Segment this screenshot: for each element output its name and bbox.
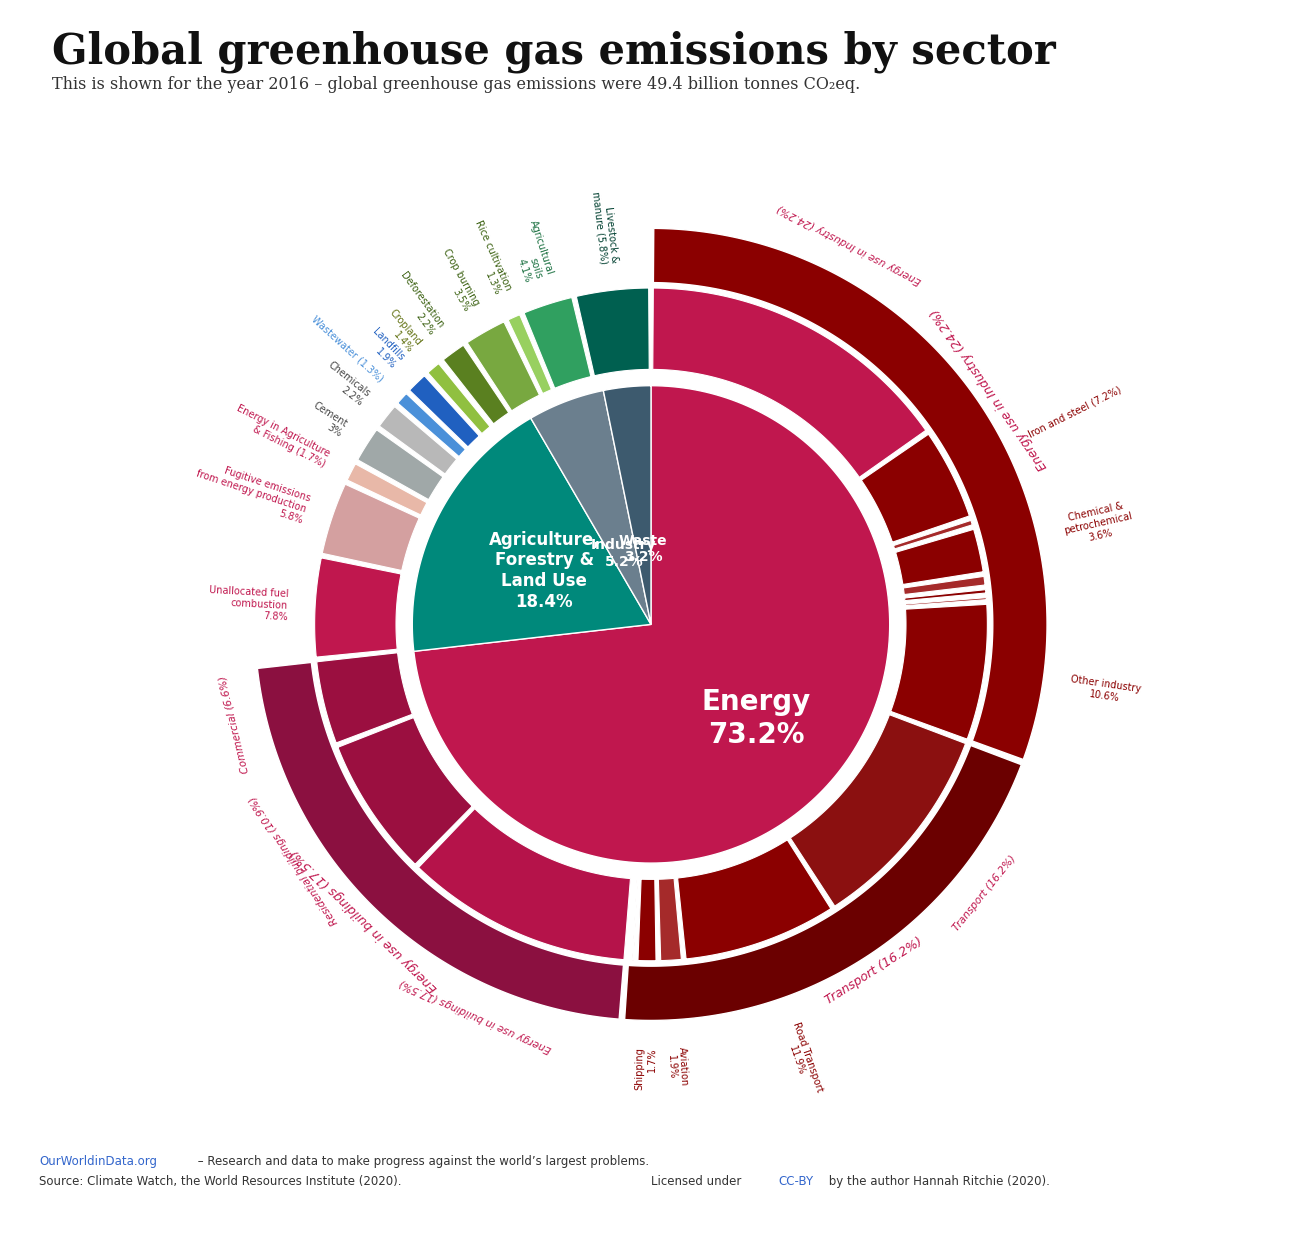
- Polygon shape: [893, 520, 973, 549]
- Polygon shape: [315, 557, 401, 657]
- Polygon shape: [258, 662, 624, 1020]
- Text: Transport (16.2%): Transport (16.2%): [823, 936, 924, 1007]
- Polygon shape: [638, 879, 656, 961]
- Text: Licensed under: Licensed under: [651, 1175, 745, 1189]
- Polygon shape: [654, 228, 1047, 760]
- Polygon shape: [397, 393, 466, 456]
- Text: Energy in Agriculture
& Fishing (1.7%): Energy in Agriculture & Fishing (1.7%): [230, 403, 332, 470]
- Polygon shape: [428, 364, 490, 434]
- Polygon shape: [413, 418, 651, 651]
- Text: Fugitive emissions
from energy production
5.8%: Fugitive emissions from energy productio…: [191, 457, 311, 525]
- Text: Global greenhouse gas emissions by sector: Global greenhouse gas emissions by secto…: [52, 31, 1056, 73]
- Polygon shape: [905, 589, 986, 600]
- Polygon shape: [358, 430, 443, 499]
- Polygon shape: [891, 604, 987, 739]
- Text: – Research and data to make progress against the world’s largest problems.: – Research and data to make progress aga…: [194, 1155, 650, 1169]
- Text: Livestock &
manure (5.8%): Livestock & manure (5.8%): [590, 190, 620, 265]
- Text: Wastewater (1.3%): Wastewater (1.3%): [310, 314, 385, 383]
- Text: Crop burning
3.5%: Crop burning 3.5%: [431, 248, 482, 313]
- Text: Chemical &
petrochemical
3.6%: Chemical & petrochemical 3.6%: [1060, 499, 1135, 547]
- Text: Waste
3.2%: Waste 3.2%: [618, 534, 668, 563]
- Text: Energy
73.2%: Energy 73.2%: [702, 688, 811, 748]
- Polygon shape: [348, 464, 427, 515]
- Polygon shape: [339, 718, 473, 864]
- Polygon shape: [633, 879, 638, 961]
- Text: Commercial (6.6%): Commercial (6.6%): [217, 674, 251, 774]
- Text: Energy use in buildings (17.5%): Energy use in buildings (17.5%): [288, 846, 440, 995]
- Text: Aviation
1.9%: Aviation 1.9%: [665, 1046, 689, 1086]
- Text: OurWorldinData.org: OurWorldinData.org: [39, 1155, 158, 1169]
- Polygon shape: [322, 485, 419, 571]
- Polygon shape: [904, 576, 986, 594]
- Text: Iron and steel (7.2%): Iron and steel (7.2%): [1027, 385, 1124, 439]
- Text: Residential buildings (10.9%): Residential buildings (10.9%): [247, 794, 340, 927]
- Text: Agricultural
soils
4.1%: Agricultural soils 4.1%: [506, 219, 555, 284]
- Text: Other industry
10.6%: Other industry 10.6%: [1068, 674, 1142, 707]
- Text: Deforestation
2.2%: Deforestation 2.2%: [389, 270, 447, 337]
- Polygon shape: [659, 878, 681, 961]
- Text: Energy use in Industry (24.2%): Energy use in Industry (24.2%): [776, 202, 923, 286]
- Polygon shape: [603, 386, 651, 624]
- Text: Our World: Our World: [1143, 32, 1220, 44]
- Text: in Data: in Data: [1155, 57, 1208, 70]
- Text: CC-BY: CC-BY: [779, 1175, 814, 1189]
- Text: Energy use in buildings (17.5%): Energy use in buildings (17.5%): [398, 977, 553, 1054]
- Text: Road Transport
11.9%: Road Transport 11.9%: [780, 1021, 824, 1097]
- Text: Industry
5.2%: Industry 5.2%: [591, 539, 656, 568]
- Text: This is shown for the year 2016 – global greenhouse gas emissions were 49.4 bill: This is shown for the year 2016 – global…: [52, 76, 861, 94]
- Polygon shape: [410, 376, 479, 446]
- Text: Cement
3%: Cement 3%: [306, 401, 350, 439]
- Text: Cropland
1.4%: Cropland 1.4%: [379, 307, 424, 354]
- Text: Agriculture,
Forestry &
Land Use
18.4%: Agriculture, Forestry & Land Use 18.4%: [488, 530, 600, 612]
- Polygon shape: [652, 289, 926, 477]
- Polygon shape: [625, 746, 1021, 1021]
- Polygon shape: [467, 322, 539, 411]
- Polygon shape: [531, 391, 651, 624]
- Polygon shape: [379, 407, 457, 473]
- Text: Shipping
1.7%: Shipping 1.7%: [634, 1047, 656, 1090]
- Text: Rice cultivation
1.3%: Rice cultivation 1.3%: [462, 219, 513, 297]
- Polygon shape: [577, 289, 650, 376]
- Polygon shape: [905, 598, 987, 605]
- Text: Unallocated fuel
combustion
7.8%: Unallocated fuel combustion 7.8%: [207, 586, 289, 623]
- Text: Source: Climate Watch, the World Resources Institute (2020).: Source: Climate Watch, the World Resourc…: [39, 1175, 401, 1189]
- Polygon shape: [896, 529, 983, 584]
- Polygon shape: [677, 840, 831, 959]
- Text: by the author Hannah Ritchie (2020).: by the author Hannah Ritchie (2020).: [825, 1175, 1051, 1189]
- Polygon shape: [414, 386, 889, 863]
- Text: Chemicals
2.2%: Chemicals 2.2%: [319, 360, 372, 408]
- Polygon shape: [525, 297, 591, 388]
- Text: Landfills
1.9%: Landfills 1.9%: [362, 327, 406, 371]
- Polygon shape: [790, 715, 966, 906]
- Polygon shape: [862, 434, 970, 543]
- Polygon shape: [443, 345, 509, 424]
- Text: Energy use in Industry (24.2%): Energy use in Industry (24.2%): [928, 306, 1051, 472]
- Polygon shape: [418, 809, 630, 959]
- Text: Transport (16.2%): Transport (16.2%): [952, 853, 1018, 932]
- Polygon shape: [316, 652, 413, 743]
- Polygon shape: [508, 314, 552, 393]
